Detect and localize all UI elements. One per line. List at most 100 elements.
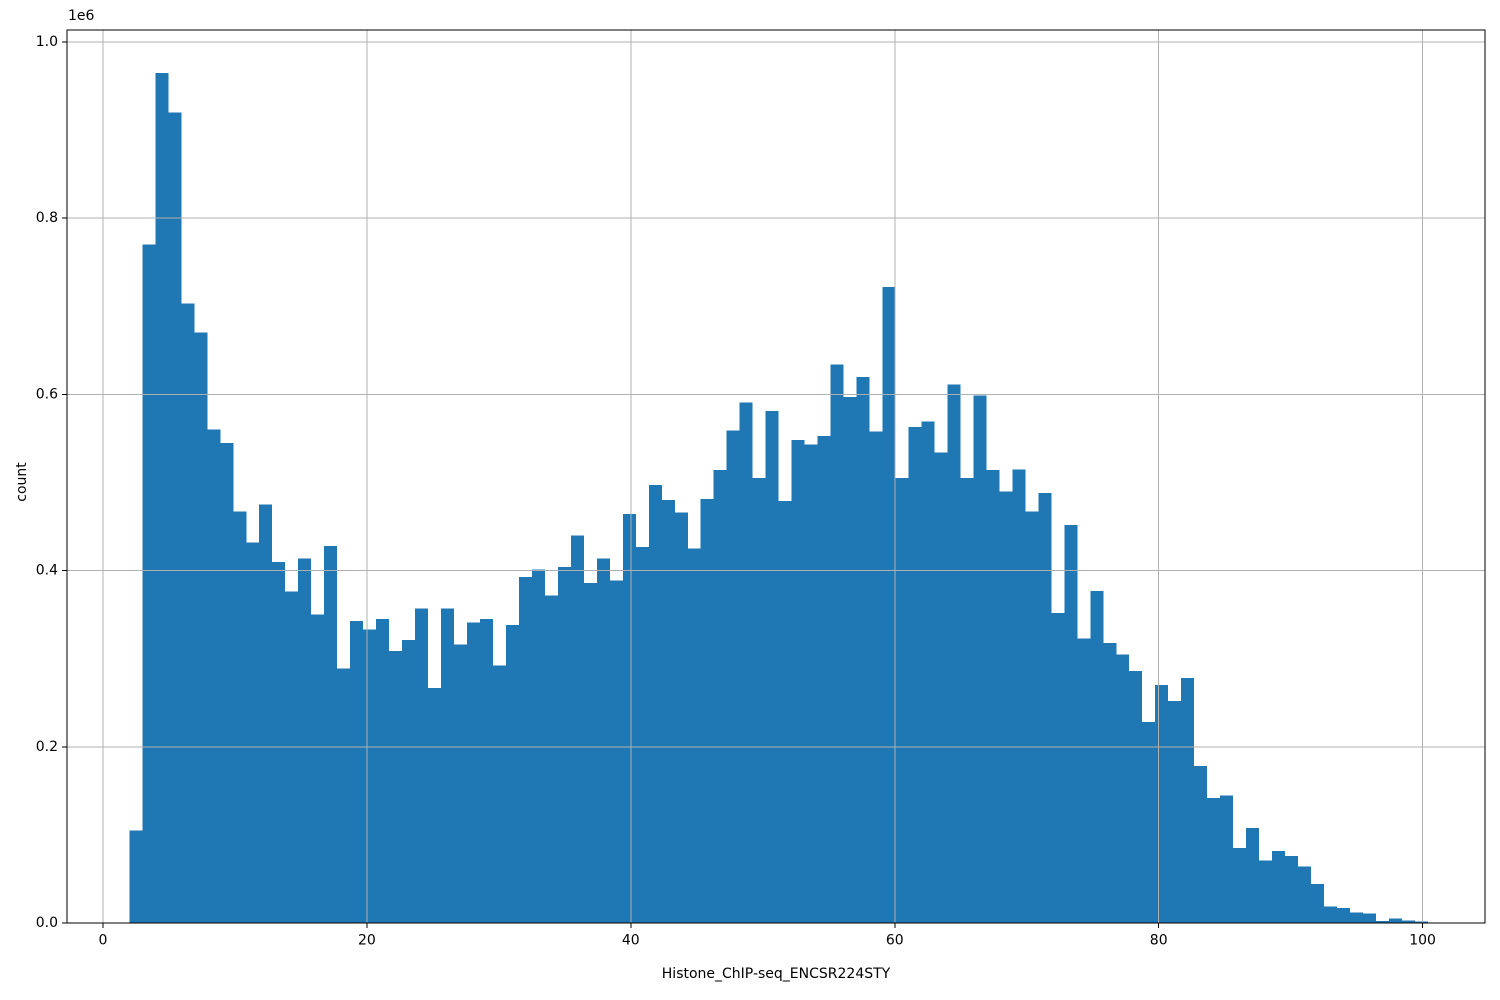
y-axis-offset-text: 1e6	[68, 8, 95, 24]
histogram-bar	[583, 582, 597, 923]
histogram-bar	[1077, 638, 1091, 923]
histogram-bar	[674, 512, 688, 923]
histogram-bar	[1207, 797, 1221, 923]
histogram-bar	[285, 591, 299, 923]
histogram-bar	[934, 452, 948, 923]
histogram-bar	[402, 640, 416, 923]
histogram-bar	[869, 431, 883, 923]
histogram-bar	[389, 650, 403, 923]
histogram-bar	[1116, 654, 1130, 923]
histogram-bar	[1375, 920, 1389, 923]
histogram-bar	[1349, 912, 1363, 923]
histogram-bar	[765, 411, 779, 923]
histogram-bar	[1311, 884, 1325, 923]
histogram-bar	[1285, 856, 1299, 923]
histogram-bar	[492, 665, 506, 923]
y-tick-label: 0.0	[36, 915, 58, 931]
histogram-bar	[194, 332, 208, 924]
histogram-bar	[791, 440, 805, 923]
histogram-bar	[596, 558, 610, 923]
y-tick-label: 1.0	[36, 34, 58, 50]
histogram-bar	[505, 625, 519, 923]
histogram-bar	[246, 542, 260, 923]
histogram-bar	[778, 500, 792, 923]
histogram-bar	[337, 668, 351, 923]
histogram-bar	[947, 384, 961, 923]
histogram-bar	[804, 444, 818, 923]
histogram-bar	[1181, 678, 1195, 923]
histogram-bar	[830, 364, 844, 923]
histogram-bar	[466, 622, 480, 923]
histogram-bar	[350, 620, 364, 923]
x-tick-label: 80	[1150, 933, 1168, 949]
histogram-bar	[570, 535, 584, 923]
histogram-bar	[428, 687, 442, 923]
histogram-bar	[687, 548, 701, 923]
histogram-bar	[1155, 685, 1169, 923]
histogram-bar	[168, 112, 182, 923]
histogram-bar	[609, 580, 623, 923]
histogram-bar	[363, 629, 377, 923]
histogram-bar	[739, 402, 753, 923]
y-axis-label: count	[14, 462, 30, 502]
histogram-bar	[1246, 827, 1260, 923]
histogram-bar	[726, 430, 740, 923]
histogram-bar	[648, 485, 662, 923]
histogram-bar	[999, 491, 1013, 923]
histogram-bar	[220, 442, 234, 923]
axes-spines	[66, 29, 1486, 924]
histogram-bar	[1272, 850, 1286, 923]
histogram-bar	[908, 426, 922, 923]
histogram-bar	[1168, 700, 1182, 923]
histogram-bar	[1414, 921, 1428, 923]
histogram-bar	[1401, 920, 1415, 923]
histogram-bar	[1362, 913, 1376, 923]
histogram-bar	[895, 478, 909, 923]
histogram-bar	[1233, 848, 1247, 923]
histogram-bar	[817, 435, 831, 923]
histogram-bar	[518, 576, 532, 923]
histogram-bar	[1388, 918, 1402, 923]
x-tick-label: 40	[622, 933, 640, 949]
y-tick-label: 0.6	[36, 386, 58, 402]
histogram-bar	[1324, 906, 1338, 923]
histogram-bar	[233, 511, 247, 923]
histogram-bar	[700, 499, 714, 923]
histogram-bar	[207, 429, 221, 923]
histogram-bar	[960, 478, 974, 923]
histogram-bar	[752, 478, 766, 923]
histogram-bar	[311, 614, 325, 923]
x-tick-label: 100	[1409, 933, 1436, 949]
histogram-bar	[1142, 722, 1156, 923]
histogram-bar	[544, 595, 558, 923]
histogram-bar	[142, 244, 156, 923]
x-tick-label: 20	[358, 933, 376, 949]
histogram-bar	[1298, 866, 1312, 923]
y-tick-label: 0.4	[36, 563, 58, 579]
histogram-bar	[557, 567, 571, 923]
x-axis-label: Histone_ChIP-seq_ENCSR224STY	[661, 966, 891, 982]
histogram-bar	[1129, 671, 1143, 923]
y-tick-label: 0.8	[36, 210, 58, 226]
histogram-bar	[1090, 590, 1104, 923]
histogram-bar	[1064, 524, 1078, 923]
histogram-bar	[661, 500, 675, 923]
histogram-bar	[1259, 860, 1273, 923]
histogram-bar	[1038, 493, 1052, 923]
histogram-bar	[635, 546, 649, 923]
histogram-bar	[415, 608, 429, 923]
histogram-bar	[843, 397, 857, 923]
histogram-bar	[622, 514, 636, 923]
histogram-bar	[479, 619, 493, 923]
y-tick-label: 0.2	[36, 739, 58, 755]
histogram-bar	[921, 421, 935, 923]
histogram-bar	[1194, 766, 1208, 923]
histogram-bar	[1051, 612, 1065, 923]
histogram-bar	[324, 545, 338, 923]
histogram-bar	[1220, 795, 1234, 923]
histogram-bar	[129, 830, 143, 923]
histogram-bar	[1025, 511, 1039, 923]
histogram-bar	[856, 376, 870, 923]
